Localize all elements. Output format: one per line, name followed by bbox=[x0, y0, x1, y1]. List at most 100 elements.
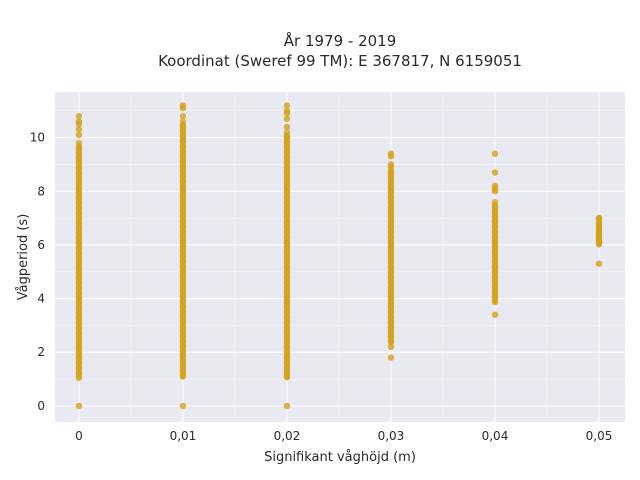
chart-title-line-2: Koordinat (Sweref 99 TM): E 367817, N 61… bbox=[158, 52, 522, 70]
x-tick-label: 0,02 bbox=[274, 429, 301, 443]
data-point bbox=[179, 353, 187, 360]
data-point bbox=[179, 253, 187, 260]
x-axis-label: Signifikant våghöjd (m) bbox=[264, 450, 416, 465]
data-point bbox=[283, 199, 291, 206]
data-point bbox=[179, 198, 187, 205]
data-point bbox=[283, 249, 291, 256]
data-point bbox=[387, 218, 395, 226]
data-point bbox=[179, 243, 187, 250]
data-point bbox=[387, 273, 395, 281]
data-point bbox=[179, 263, 187, 270]
data-point bbox=[283, 254, 291, 261]
data-point bbox=[283, 139, 291, 146]
data-point bbox=[75, 234, 83, 242]
data-point bbox=[75, 239, 83, 247]
data-point bbox=[179, 338, 187, 345]
data-point bbox=[387, 318, 395, 326]
data-point bbox=[387, 161, 395, 168]
data-point bbox=[387, 343, 395, 351]
data-point bbox=[283, 219, 291, 226]
data-point bbox=[179, 138, 187, 145]
data-point bbox=[387, 248, 395, 256]
data-point bbox=[283, 184, 291, 191]
data-point bbox=[179, 348, 187, 355]
data-point bbox=[283, 174, 291, 181]
data-point bbox=[75, 284, 83, 292]
data-point bbox=[387, 293, 395, 301]
data-point bbox=[75, 164, 83, 172]
data-point bbox=[179, 293, 187, 300]
data-point bbox=[179, 303, 187, 310]
data-point bbox=[387, 168, 395, 176]
data-point bbox=[387, 338, 395, 346]
data-point bbox=[387, 253, 395, 261]
data-point bbox=[75, 194, 83, 202]
data-point bbox=[491, 253, 499, 261]
data-point bbox=[75, 269, 83, 277]
data-point bbox=[491, 203, 499, 211]
data-point bbox=[387, 303, 395, 311]
data-point bbox=[75, 229, 83, 237]
tick-labels: 0 2 4 6 8 10 0 0,01 0,02 0,03 0,04 0,05 bbox=[30, 131, 613, 443]
y-tick-label: 6 bbox=[37, 238, 45, 252]
data-point bbox=[179, 343, 187, 350]
data-point bbox=[387, 328, 395, 336]
data-point bbox=[491, 238, 499, 246]
x-tick-label: 0,04 bbox=[482, 429, 509, 443]
data-point bbox=[283, 123, 291, 131]
data-point bbox=[179, 188, 187, 195]
data-point bbox=[491, 218, 499, 226]
data-point bbox=[491, 182, 499, 190]
data-point bbox=[491, 233, 499, 241]
data-point bbox=[179, 318, 187, 325]
data-point bbox=[179, 248, 187, 255]
data-point bbox=[179, 143, 187, 150]
data-point bbox=[179, 228, 187, 235]
data-point bbox=[75, 364, 83, 372]
data-point bbox=[387, 150, 395, 157]
data-point bbox=[75, 324, 83, 332]
data-point bbox=[75, 179, 83, 187]
data-point bbox=[75, 334, 83, 342]
data-point bbox=[179, 102, 187, 109]
data-point bbox=[491, 223, 499, 231]
data-point bbox=[283, 159, 291, 166]
data-point bbox=[179, 363, 187, 370]
data-point bbox=[75, 304, 83, 312]
data-point bbox=[491, 311, 499, 318]
data-points bbox=[75, 102, 603, 410]
y-tick-label: 10 bbox=[30, 131, 45, 145]
data-point bbox=[387, 354, 395, 361]
data-point bbox=[387, 263, 395, 271]
data-point bbox=[179, 133, 187, 140]
data-point bbox=[387, 183, 395, 191]
data-point bbox=[75, 199, 83, 207]
data-point bbox=[387, 238, 395, 246]
data-point bbox=[75, 264, 83, 272]
data-point bbox=[491, 288, 499, 296]
data-point bbox=[179, 193, 187, 200]
data-point bbox=[75, 349, 83, 357]
data-point bbox=[595, 260, 603, 267]
data-point bbox=[491, 278, 499, 286]
data-point bbox=[491, 198, 499, 206]
data-point bbox=[75, 204, 83, 212]
data-point bbox=[75, 259, 83, 267]
data-point bbox=[283, 319, 291, 326]
data-point bbox=[179, 233, 187, 240]
data-point bbox=[75, 369, 83, 377]
data-point bbox=[283, 244, 291, 251]
data-point bbox=[179, 163, 187, 170]
data-point bbox=[283, 289, 291, 296]
data-point bbox=[595, 228, 603, 235]
data-point bbox=[387, 203, 395, 211]
data-point bbox=[75, 359, 83, 367]
data-point bbox=[283, 264, 291, 271]
data-point bbox=[75, 214, 83, 222]
data-point bbox=[179, 203, 187, 210]
data-point bbox=[387, 283, 395, 291]
data-point bbox=[283, 349, 291, 356]
data-point bbox=[75, 144, 83, 152]
data-point bbox=[75, 319, 83, 327]
data-point bbox=[387, 198, 395, 206]
